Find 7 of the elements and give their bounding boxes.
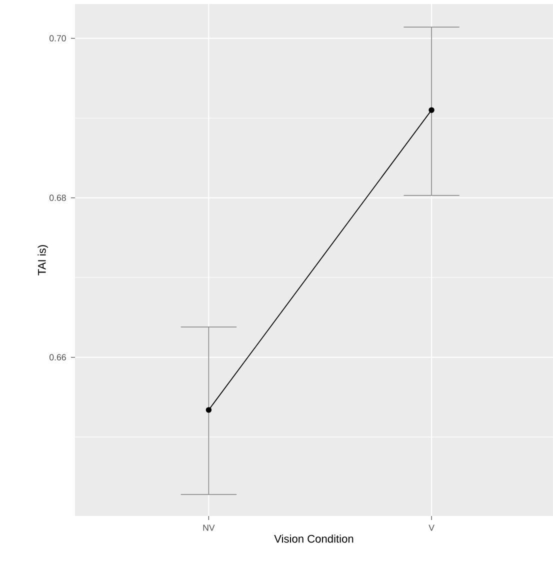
y-axis-title: TAI is) — [38, 245, 48, 276]
x-tick-label: NV — [203, 524, 215, 531]
x-tick-label: V — [428, 524, 434, 531]
x-axis-title: Vision Condition — [274, 534, 354, 543]
y-tick-label: 0.68 — [49, 194, 66, 201]
y-tick-label: 0.70 — [49, 35, 66, 42]
y-tick-label: 0.66 — [49, 354, 66, 360]
